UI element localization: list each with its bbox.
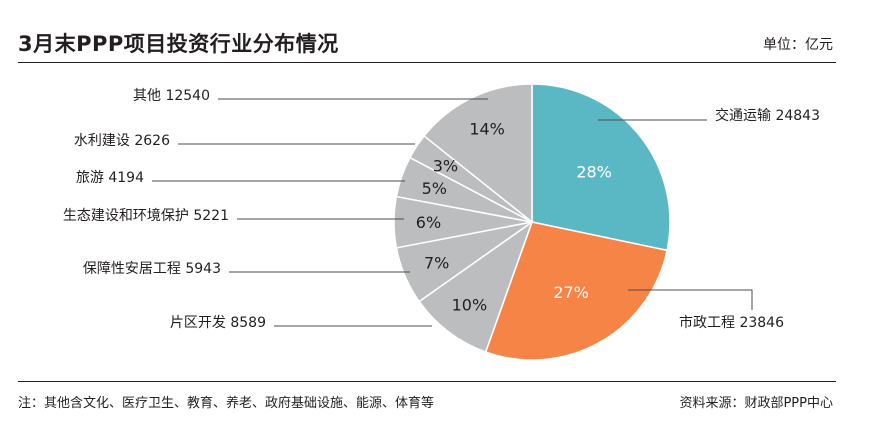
pie-slice [531,83,671,252]
percent-label: 6% [416,213,441,232]
percent-label: 10% [452,295,488,314]
source-credit: 资料来源：财政部PPP中心 [679,396,833,411]
pie-slices [393,83,671,361]
category-label: 片区开发 8589 [170,315,266,331]
category-label: 生态建设和环境保护 5221 [63,208,229,224]
footer-divider [18,381,836,382]
pie-slice [484,221,668,361]
category-labels: 交通运输 24843 市政工程 23846 片区开发 8589 保障性安居工程 594… [63,88,820,331]
percent-labels: 28% 27% 10% 7% 6% 5% 3% 14% [416,120,612,315]
percent-label: 7% [424,253,449,272]
category-label: 市政工程 23846 [679,314,784,331]
category-label: 其他 12540 [133,88,210,104]
leader-lines [152,98,753,327]
percent-label: 5% [422,179,447,198]
header-divider [18,62,836,63]
pie-slice [418,220,534,353]
unit-label: 单位：亿元 [763,37,833,53]
category-label: 交通运输 24843 [715,107,820,124]
chart-title: 3月末PPP项目投资行业分布情况 [18,32,339,56]
category-label: 保障性安居工程 5943 [83,261,221,277]
pie-slice [423,83,533,224]
percent-label: 3% [433,156,458,175]
category-label: 旅游 4194 [76,170,144,186]
category-label: 水利建设 2626 [74,133,170,149]
percent-label: 14% [469,120,505,139]
leader-line [628,289,753,310]
percent-label: 27% [553,283,589,302]
percent-label: 28% [576,163,612,182]
footnote: 注：其他含文化、医疗卫生、教育、养老、政府基础设施、能源、体育等 [18,396,435,411]
